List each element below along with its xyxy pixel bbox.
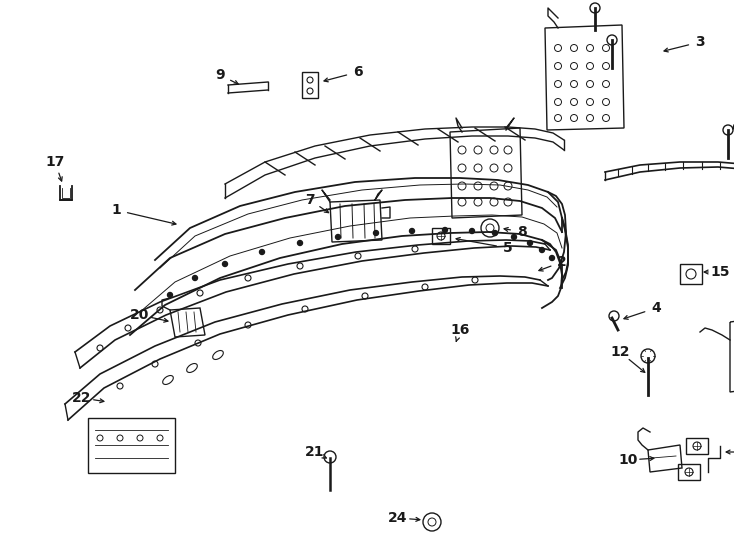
Text: 9: 9 (215, 68, 225, 82)
Circle shape (222, 261, 228, 267)
Text: 15: 15 (711, 265, 730, 279)
Circle shape (539, 247, 545, 253)
Circle shape (493, 231, 498, 235)
Circle shape (167, 293, 172, 298)
Text: 22: 22 (72, 391, 92, 405)
Text: 16: 16 (451, 323, 470, 337)
Circle shape (512, 234, 517, 240)
Text: 12: 12 (610, 345, 630, 359)
Text: 4: 4 (651, 301, 661, 315)
Text: 2: 2 (557, 255, 567, 269)
Text: 5: 5 (503, 241, 513, 255)
Text: 10: 10 (618, 453, 638, 467)
Bar (686, 438, 708, 454)
Text: 20: 20 (131, 308, 150, 322)
Bar (302, 72, 318, 98)
Circle shape (374, 231, 379, 235)
Circle shape (528, 240, 532, 246)
Bar (432, 228, 450, 244)
Circle shape (335, 234, 341, 240)
Text: 7: 7 (305, 193, 315, 207)
Circle shape (410, 228, 415, 233)
Circle shape (550, 255, 554, 260)
Circle shape (297, 240, 302, 246)
Circle shape (470, 228, 474, 233)
Text: 6: 6 (353, 65, 363, 79)
Text: 24: 24 (388, 511, 408, 525)
Circle shape (443, 227, 448, 233)
Text: 3: 3 (695, 35, 705, 49)
Text: 8: 8 (517, 225, 527, 239)
Bar (680, 264, 702, 284)
Text: 17: 17 (46, 155, 65, 169)
Circle shape (192, 275, 197, 280)
Text: 21: 21 (305, 445, 324, 459)
Text: 1: 1 (111, 203, 121, 217)
Bar (678, 464, 700, 480)
Circle shape (260, 249, 264, 254)
